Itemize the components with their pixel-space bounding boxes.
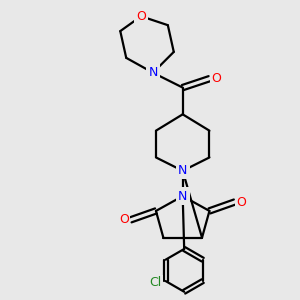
- Text: Cl: Cl: [149, 276, 161, 289]
- Text: O: O: [236, 196, 246, 208]
- Text: O: O: [119, 213, 129, 226]
- Text: O: O: [136, 10, 146, 23]
- Text: O: O: [211, 72, 221, 85]
- Text: N: N: [178, 190, 188, 202]
- Text: N: N: [148, 66, 158, 79]
- Text: N: N: [178, 164, 188, 177]
